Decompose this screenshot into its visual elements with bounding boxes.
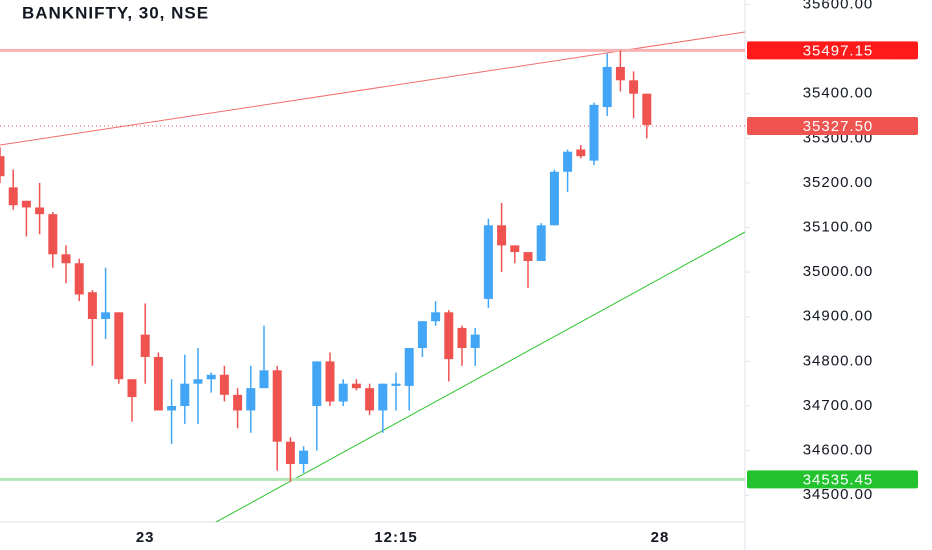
candle-body	[127, 379, 137, 398]
candle-body	[74, 263, 84, 295]
x-tick-label: 23	[136, 529, 155, 546]
price-label: 35327.50	[803, 118, 874, 135]
candle-body	[457, 327, 467, 348]
candle-body	[140, 334, 150, 357]
y-tick-label: 34600.00	[803, 442, 874, 459]
candle-body	[246, 388, 256, 411]
candle-body	[21, 200, 31, 208]
candle-body	[589, 104, 599, 161]
candle-body	[642, 93, 652, 125]
candle-body	[510, 245, 520, 253]
price-lines	[0, 48, 745, 481]
candle-body	[193, 379, 203, 384]
candle-body	[114, 312, 124, 380]
y-tick-label: 34900.00	[803, 308, 874, 325]
y-tick-label: 35100.00	[803, 219, 874, 236]
candle-body	[351, 383, 361, 389]
candle-body	[233, 394, 243, 411]
candle-body	[391, 383, 401, 386]
candle-body	[153, 356, 163, 411]
candle-body	[431, 312, 441, 322]
candle-body	[602, 66, 612, 108]
candles	[0, 50, 652, 482]
candle-body	[536, 225, 546, 261]
price-label-box	[747, 41, 918, 60]
price-label-box	[747, 470, 918, 489]
candle-body	[167, 406, 177, 411]
y-tick-label: 35600.00	[803, 0, 874, 12]
candle-body	[206, 374, 216, 380]
candle-body	[404, 348, 414, 386]
candle-body	[35, 207, 45, 215]
candle-body	[48, 214, 58, 255]
candle-body	[312, 361, 322, 406]
candle-body	[470, 334, 480, 348]
chart-title: BANKNIFTY, 30, NSE	[22, 3, 209, 22]
candle-body	[101, 312, 111, 319]
candle-body	[615, 66, 625, 81]
candle-body	[325, 361, 335, 402]
candle-body	[629, 80, 639, 94]
y-tick-label: 35000.00	[803, 263, 874, 280]
candle-body	[180, 383, 190, 406]
candle-body	[61, 254, 71, 264]
price-label: 34535.45	[803, 471, 874, 488]
candle-body	[563, 151, 573, 172]
candle-body	[378, 383, 388, 411]
x-tick-label: 28	[651, 529, 670, 546]
candle-body	[87, 292, 97, 319]
candle-body	[549, 171, 559, 226]
trend-line	[215, 231, 745, 522]
y-tick-label: 35400.00	[803, 85, 874, 102]
candle-body	[259, 370, 269, 389]
candle-body	[417, 321, 427, 348]
candle-body	[365, 388, 375, 411]
y-tick-label: 34700.00	[803, 397, 874, 414]
candle-body	[523, 252, 533, 261]
y-tick-label: 34800.00	[803, 352, 874, 369]
x-tick-label: 12:15	[374, 529, 417, 546]
y-tick-label: 35200.00	[803, 174, 874, 191]
candle-body	[444, 312, 454, 360]
candle-body	[0, 156, 5, 177]
candle-body	[285, 441, 295, 464]
candle-body	[272, 370, 282, 442]
candle-body	[299, 450, 309, 464]
candle-body	[576, 149, 586, 157]
price-label-box	[747, 117, 918, 136]
candle-body	[338, 383, 348, 402]
candle-body	[497, 225, 507, 246]
y-tick-label: 34500.00	[803, 486, 874, 503]
price-label: 35497.15	[803, 42, 874, 59]
candle-body	[219, 374, 229, 395]
candle-body	[8, 187, 18, 206]
candle-body	[483, 225, 493, 299]
labels: 34500.00 34600.00 34700.00 34800.00 34900.00…	[136, 0, 918, 546]
